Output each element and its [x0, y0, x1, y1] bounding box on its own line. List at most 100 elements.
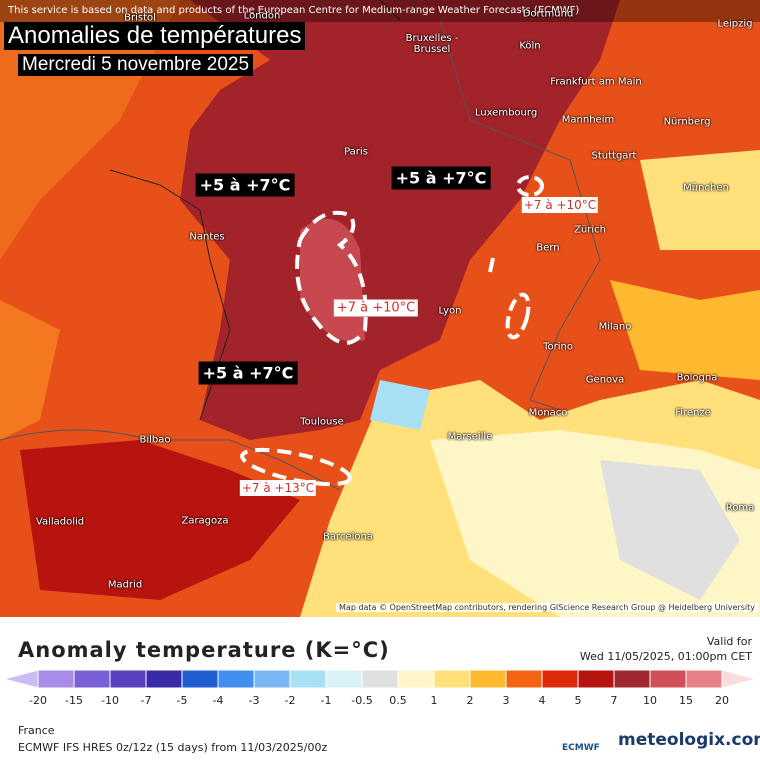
colorbar-segment [649, 669, 687, 689]
city-label: Lyon [438, 305, 462, 317]
city-label: Bruxelles - Brussel [405, 33, 459, 55]
city-label: Luxembourg [474, 107, 538, 119]
colorbar-tick-label: 3 [503, 694, 510, 707]
dashed-zone [295, 210, 368, 345]
city-label: Valladolid [35, 516, 85, 528]
map-canvas [0, 0, 760, 617]
map: This service is based on data and produc… [0, 0, 760, 617]
city-label: Zürich [574, 224, 606, 236]
city-label: Monaco [528, 407, 568, 419]
city-label: Toulouse [300, 416, 344, 428]
colorbar-tick-label: 15 [679, 694, 693, 707]
colorbar-tick-label: 5 [575, 694, 582, 707]
attribution: Map data © OpenStreetMap contributors, r… [336, 603, 758, 612]
city-label: Madrid [107, 579, 143, 591]
colorbar-segment [325, 669, 363, 689]
region-label: France [18, 724, 55, 737]
ecmwf-logo: ECMWF [562, 743, 600, 753]
valid-time: Wed 11/05/2025, 01:00pm CET [579, 650, 752, 663]
city-label: Genova [585, 374, 625, 386]
city-label: Roma [725, 502, 755, 514]
colorbar-end [2, 669, 39, 689]
city-label: Dortmund [522, 8, 574, 20]
colorbar-segment [361, 669, 399, 689]
colorbar-tick-label: 0.5 [389, 694, 407, 707]
city-label: Bilbao [139, 434, 171, 446]
city-label: Bologna [676, 372, 718, 384]
annotation: +7 à +13°C [239, 480, 317, 496]
city-label: Nantes [189, 231, 225, 243]
colorbar-tick-label: -0.5 [351, 694, 372, 707]
colorbar-tick-label: -1 [321, 694, 332, 707]
colorbar-segment [613, 669, 651, 689]
colorbar-segment [73, 669, 111, 689]
colorbar-tick-label: -5 [177, 694, 188, 707]
annotation: +5 à +7°C [198, 361, 298, 385]
colorbar-tick-label: -2 [285, 694, 296, 707]
city-label: Nürnberg [663, 116, 711, 128]
map-subtitle: Mercredi 5 novembre 2025 [18, 54, 254, 76]
colorbar-tick-label: 4 [539, 694, 546, 707]
city-label: Köln [519, 40, 541, 52]
city-label: Bern [536, 242, 560, 254]
region [640, 150, 760, 250]
colorbar-tick-label: -20 [29, 694, 47, 707]
colorbar-tick-label: 2 [467, 694, 474, 707]
region [20, 440, 300, 600]
colorbar-tick-label: -15 [65, 694, 83, 707]
city-label: Frankfurt am Main [550, 76, 642, 88]
colorbar-segment [685, 669, 723, 689]
city-label: Paris [344, 146, 368, 158]
region [610, 280, 760, 380]
annotation: +7 à +10°C [521, 197, 599, 213]
colorbar-segment [577, 669, 615, 689]
dashed-zone [488, 257, 495, 273]
colorbar-tick-label: 20 [715, 694, 729, 707]
annotation: +5 à +7°C [195, 173, 295, 197]
colorbar-segment [433, 669, 471, 689]
coastline [109, 0, 401, 421]
colorbar-tick-label: -7 [141, 694, 152, 707]
city-label: Bristol [124, 12, 156, 24]
city-label: London [243, 10, 281, 22]
colorbar-tick-label: -3 [249, 694, 260, 707]
dashed-zone [516, 175, 544, 197]
brand: meteologix.com [618, 730, 760, 750]
colorbar-segment [217, 669, 255, 689]
city-label: Leipzig [717, 18, 753, 30]
region [180, 0, 620, 440]
region [370, 380, 430, 430]
city-label: Zaragoza [181, 515, 229, 527]
colorbar-segment [397, 669, 435, 689]
colorbar-segment [145, 669, 183, 689]
colorbar-segment [505, 669, 543, 689]
valid-label: Valid for [706, 635, 752, 648]
colorbar-tick-label: 1 [431, 694, 438, 707]
colorbar-tick-label: 10 [643, 694, 657, 707]
colorbar-segment [469, 669, 507, 689]
city-label: Stuttgart [591, 150, 637, 162]
dashed-zone [240, 447, 352, 487]
city-label: Marseille [447, 431, 493, 443]
legend-title: Anomaly temperature (K=°C) [18, 638, 390, 662]
annotation: +7 à +10°C [333, 299, 419, 317]
colorbar-segment [37, 669, 75, 689]
colorbar-segment [109, 669, 147, 689]
colorbar-tick-label: -4 [213, 694, 224, 707]
city-label: Barcelona [323, 531, 373, 543]
annotation: +5 à +7°C [391, 166, 491, 190]
colorbar-segment [289, 669, 327, 689]
colorbar-segment [181, 669, 219, 689]
colorbar-tick-label: -10 [101, 694, 119, 707]
colorbar: -20 -15 -10 -7 -5 -4 -3 -2 -1 -0.5 0.5 1 2 3 4 5 7 10 15 20 [2, 669, 758, 707]
city-label: Milano [598, 321, 632, 333]
map-title: Anomalies de températures [4, 22, 306, 50]
city-label: München [683, 182, 729, 194]
city-label: Firenze [675, 407, 711, 419]
banner: This service is based on data and produc… [0, 0, 760, 22]
ocean [0, 300, 60, 440]
dashed-zone [505, 292, 531, 340]
colorbar-segment [541, 669, 579, 689]
city-label: Mannheim [561, 114, 615, 126]
